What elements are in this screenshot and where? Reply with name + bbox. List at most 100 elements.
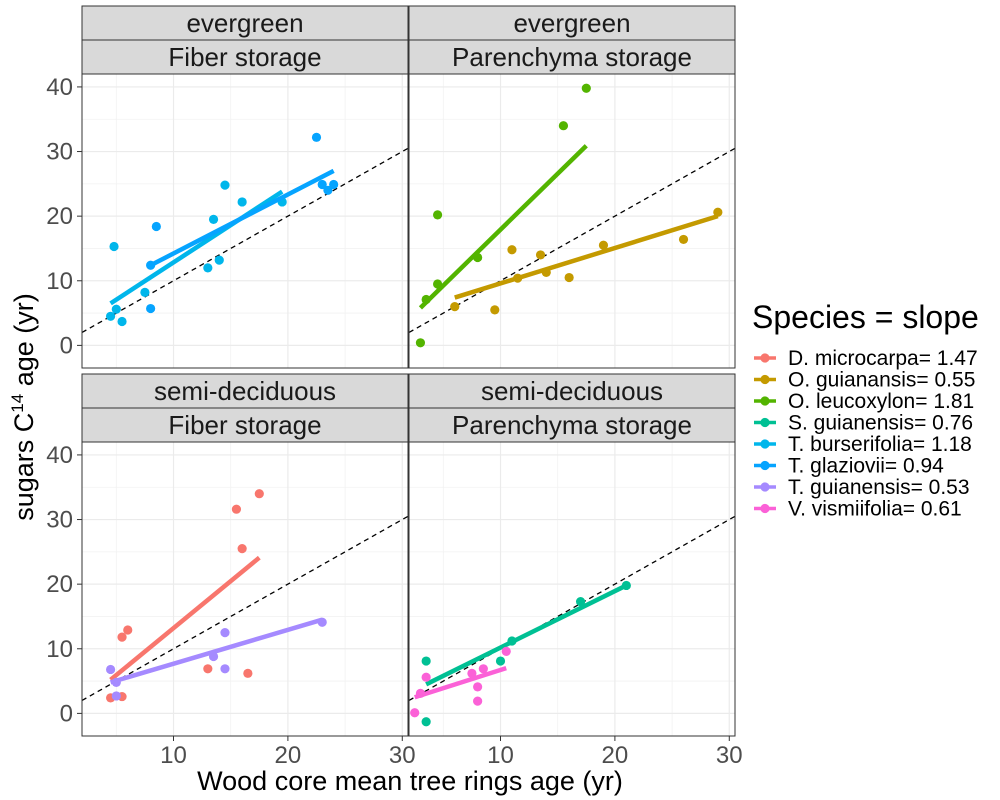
data-point bbox=[237, 197, 247, 207]
legend-key-point bbox=[760, 374, 770, 385]
legend-entry-label: T. guianensis= 0.53 bbox=[788, 476, 970, 499]
data-point bbox=[575, 597, 586, 607]
data-point bbox=[220, 180, 230, 190]
data-point bbox=[473, 696, 483, 706]
data-point bbox=[231, 504, 242, 514]
series-1 bbox=[421, 580, 631, 727]
gridlines bbox=[409, 74, 735, 368]
data-point bbox=[678, 234, 689, 245]
series-2 bbox=[410, 646, 511, 718]
y-tick-label: 40 bbox=[46, 74, 73, 101]
facet-panel-1: evergreen Fiber storage 0 10 20 30 40 bbox=[46, 5, 409, 369]
series-2 bbox=[105, 617, 327, 701]
x-tick-label: 20 bbox=[275, 742, 302, 769]
data-point bbox=[254, 489, 264, 499]
facet-panel-3: semi-deciduous Fiber storage 0 10 20 30 40 10 20… bbox=[46, 373, 416, 769]
data-point bbox=[109, 241, 119, 252]
data-point bbox=[558, 121, 569, 131]
data-point bbox=[203, 263, 213, 273]
legend-key-point bbox=[760, 417, 770, 428]
data-point bbox=[490, 305, 500, 315]
data-point bbox=[208, 214, 219, 224]
data-point bbox=[473, 682, 483, 692]
data-point bbox=[323, 185, 333, 195]
legend-title: Species = slope bbox=[752, 299, 979, 335]
data-point bbox=[581, 83, 591, 93]
data-point bbox=[507, 245, 517, 255]
legend-entry: S. guianensis= 0.76 bbox=[754, 412, 973, 435]
data-point bbox=[564, 272, 574, 283]
legend-entry: D. microcarpa= 1.47 bbox=[754, 347, 978, 370]
regression-line bbox=[149, 168, 335, 268]
legend-key-point bbox=[760, 396, 770, 406]
legend-entry: O. guianansis= 0.55 bbox=[754, 369, 975, 392]
regression-line bbox=[418, 144, 588, 310]
legend-entry-label: V. vismiifolia= 0.61 bbox=[788, 498, 962, 521]
gridlines bbox=[82, 74, 408, 368]
legend-key-point bbox=[760, 482, 770, 492]
y-tick-label: 0 bbox=[60, 332, 73, 359]
panel-background bbox=[82, 442, 408, 736]
regression-line bbox=[109, 555, 261, 682]
legend-entry-label: T. burserifolia= 1.18 bbox=[788, 433, 972, 456]
data-point bbox=[117, 632, 127, 642]
data-point bbox=[421, 717, 431, 727]
data-point bbox=[432, 210, 443, 220]
legend-entry: O. leucoxylon= 1.81 bbox=[754, 390, 974, 413]
panel-border bbox=[408, 441, 736, 737]
x-tick-label: 10 bbox=[160, 742, 187, 769]
panel-border bbox=[81, 73, 409, 369]
data-point bbox=[105, 311, 116, 321]
panel-border bbox=[81, 441, 409, 737]
facet-panel-2: evergreen Parenchyma storage bbox=[408, 5, 736, 369]
legend-entry-label: O. guianansis= 0.55 bbox=[788, 369, 975, 392]
facet-panel-4: semi-deciduous Parenchyma storage 10 20 30 bbox=[408, 373, 743, 769]
data-point bbox=[421, 656, 431, 666]
legend-entry-label: D. microcarpa= 1.47 bbox=[788, 347, 978, 370]
y-axis-title-main: sugars C bbox=[9, 413, 39, 521]
x-tick-label: 30 bbox=[389, 742, 416, 769]
regression-line bbox=[414, 666, 507, 700]
regression-line bbox=[425, 583, 628, 687]
regression-line bbox=[454, 214, 719, 300]
y-tick-label: 10 bbox=[46, 636, 73, 663]
data-point bbox=[105, 664, 116, 675]
facet-strip-phenology: semi-deciduous bbox=[481, 376, 663, 406]
facet-strip bbox=[81, 407, 409, 443]
x-axis-title: Wood core mean tree rings age (yr) bbox=[197, 766, 623, 796]
x-tick-label: 20 bbox=[602, 742, 629, 769]
facet-strip bbox=[81, 39, 409, 75]
x-tick-label: 30 bbox=[716, 742, 743, 769]
data-point bbox=[478, 664, 488, 674]
facet-strip-storage: Fiber storage bbox=[168, 42, 321, 72]
facet-strip bbox=[408, 5, 736, 41]
data-point bbox=[146, 303, 156, 314]
legend-entry-label: T. glaziovii= 0.94 bbox=[788, 455, 944, 478]
facet-strip-storage: Parenchyma storage bbox=[452, 410, 692, 440]
y-tick-label: 30 bbox=[46, 507, 73, 534]
data-point bbox=[111, 691, 121, 701]
panel-border bbox=[408, 73, 736, 369]
facet-strip bbox=[408, 373, 736, 409]
y-axis-title-superscript: 14 bbox=[8, 394, 27, 413]
legend-entry: V. vismiifolia= 0.61 bbox=[754, 498, 962, 521]
facet-strip bbox=[81, 5, 409, 41]
facet-strip-storage: Parenchyma storage bbox=[452, 42, 692, 72]
data-point bbox=[151, 221, 161, 232]
legend-entry: T. burserifolia= 1.18 bbox=[754, 433, 972, 456]
data-point bbox=[317, 179, 327, 190]
y-tick-label: 40 bbox=[46, 442, 73, 469]
data-point bbox=[410, 708, 420, 718]
legend-key-point bbox=[760, 503, 770, 514]
facet-strip-storage: Fiber storage bbox=[168, 410, 321, 440]
facet-strip bbox=[408, 39, 736, 75]
panel-background bbox=[409, 442, 735, 736]
legend-entries: D. microcarpa= 1.47O. guianansis= 0.55O.… bbox=[754, 347, 978, 521]
legend-key-point bbox=[760, 353, 770, 363]
y-tick-label: 10 bbox=[46, 268, 73, 295]
y-tick-label: 20 bbox=[46, 571, 73, 598]
data-point bbox=[501, 646, 511, 656]
data-point bbox=[111, 304, 121, 314]
